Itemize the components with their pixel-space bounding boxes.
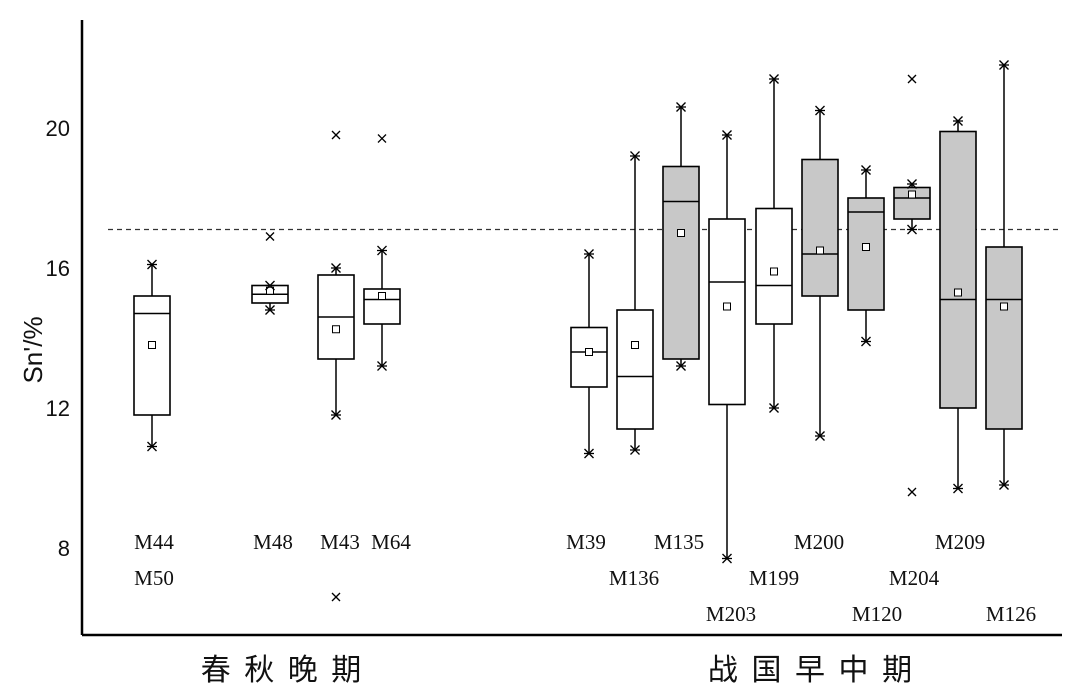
y-tick-label: 12	[46, 396, 70, 421]
box-label: M126	[986, 602, 1036, 626]
mean-marker	[862, 243, 870, 251]
mean-marker	[148, 341, 156, 349]
boxes-layer	[133, 60, 1023, 602]
whisker-max-marker	[861, 165, 871, 175]
box-label: M204	[889, 566, 940, 590]
mean-marker	[266, 286, 274, 295]
iqr-box	[755, 207, 793, 325]
whisker-min-marker	[999, 480, 1009, 490]
whisker-max-marker	[630, 151, 640, 161]
outlier-marker	[331, 130, 341, 140]
outlier-marker	[907, 487, 917, 497]
box-label: M43	[320, 530, 360, 554]
iqr-box	[708, 218, 746, 406]
box-m209	[939, 116, 977, 494]
whisker-min-marker	[953, 483, 963, 494]
box-label: M135	[654, 530, 704, 554]
box-m120	[847, 165, 885, 347]
mean-marker	[723, 302, 731, 311]
iqr-box	[662, 165, 700, 360]
iqr-box	[985, 246, 1023, 430]
whisker-min-marker	[265, 305, 275, 315]
outlier-marker	[907, 74, 917, 84]
whisker-min-marker	[907, 224, 917, 235]
box-label: M50	[134, 566, 174, 590]
whisker-min-marker	[147, 441, 157, 452]
y-tick-label: 16	[46, 256, 70, 281]
box-m136	[616, 151, 654, 455]
whisker-max-marker	[722, 130, 732, 140]
iqr-box	[847, 197, 885, 311]
y-axis: 8 12 16 20	[46, 20, 84, 635]
whisker-max-marker	[147, 259, 157, 270]
whisker-max-marker	[953, 116, 963, 126]
iqr-box	[570, 326, 608, 388]
box-label: M48	[253, 530, 293, 554]
iqr-box	[801, 158, 839, 297]
whisker-min-marker	[630, 445, 640, 455]
iqr-box	[133, 295, 171, 416]
mean-marker	[677, 229, 685, 237]
mean-marker	[816, 246, 824, 255]
y-tick-label: 8	[58, 536, 70, 561]
group-label: 春 秋 晚 期	[201, 653, 364, 688]
mean-marker	[1000, 302, 1008, 311]
iqr-box	[616, 309, 654, 430]
outlier-marker	[265, 232, 275, 241]
outlier-marker	[331, 592, 341, 602]
whisker-min-marker	[377, 361, 387, 371]
mean-marker	[954, 288, 962, 297]
mean-marker	[332, 325, 340, 334]
iqr-box	[939, 130, 977, 409]
whisker-min-marker	[331, 410, 341, 420]
whisker-max-marker	[331, 263, 341, 273]
box-label: M64	[371, 530, 411, 554]
y-axis-title: Sn'/%	[18, 316, 48, 383]
box-m200	[801, 105, 839, 441]
whisker-max-marker	[377, 245, 387, 256]
whisker-max-marker	[815, 105, 825, 116]
box-m199	[755, 74, 793, 413]
mean-marker	[378, 292, 386, 300]
mean-marker	[631, 341, 639, 349]
mean-marker	[908, 190, 916, 199]
whisker-max-marker	[769, 74, 779, 84]
box-m204	[893, 74, 931, 497]
mean-marker	[585, 348, 593, 356]
box-m64	[363, 134, 401, 371]
box-label: M200	[794, 530, 844, 554]
whisker-min-marker	[584, 448, 594, 459]
box-label: M209	[935, 530, 985, 554]
whisker-min-marker	[722, 553, 732, 564]
whisker-min-marker	[815, 431, 825, 441]
group-labels-layer: 春 秋 晚 期战 国 早 中 期	[201, 653, 914, 688]
whisker-max-marker	[676, 102, 686, 112]
box-m39	[570, 249, 608, 459]
box-m44-m50	[133, 259, 171, 452]
box-m135	[662, 102, 700, 371]
box-label: M199	[749, 566, 799, 590]
box-m43	[317, 130, 355, 602]
whisker-min-marker	[861, 336, 871, 347]
whisker-min-marker	[676, 361, 686, 371]
whisker-max-marker	[999, 60, 1009, 70]
box-label: M203	[706, 602, 756, 626]
whisker-min-marker	[769, 403, 779, 413]
box-m203	[708, 130, 746, 564]
box-m126	[985, 60, 1023, 490]
y-tick-label: 20	[46, 116, 70, 141]
box-label: M44	[134, 530, 174, 554]
box-m48	[251, 232, 289, 315]
box-label: M120	[852, 602, 902, 626]
whisker-max-marker	[907, 179, 917, 189]
box-label: M39	[566, 530, 606, 554]
box-label: M136	[609, 566, 659, 590]
mean-marker	[770, 267, 778, 276]
group-label: 战 国 早 中 期	[708, 653, 914, 688]
whisker-max-marker	[584, 249, 594, 259]
outlier-marker	[377, 134, 387, 143]
whisker-max-marker	[265, 280, 275, 291]
